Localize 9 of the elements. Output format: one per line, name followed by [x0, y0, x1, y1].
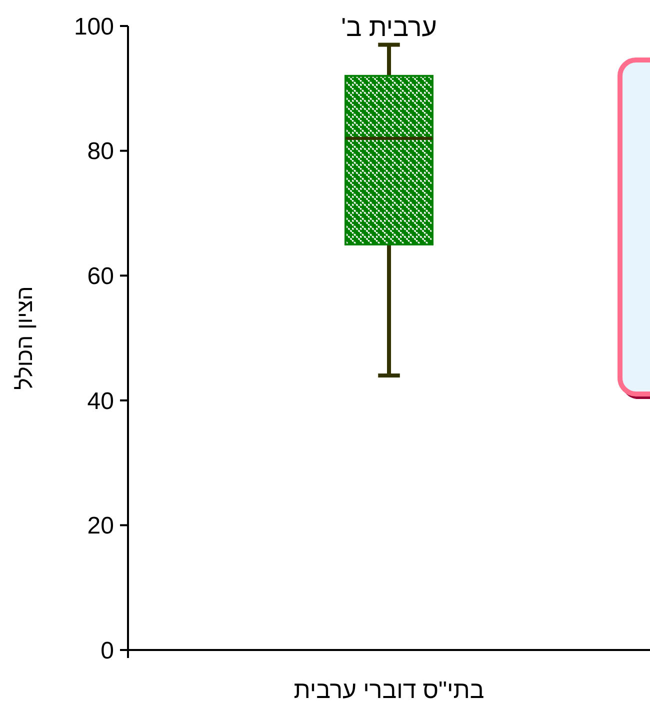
- y-tick-label: 40: [87, 388, 114, 415]
- y-tick-label: 80: [87, 138, 114, 166]
- y-tick-label: 100: [74, 13, 114, 40]
- y-tick-label: 60: [87, 263, 114, 290]
- y-tick-label: 20: [87, 512, 114, 540]
- x-tick-label: בתי"ס דוברי ערבית: [294, 677, 484, 704]
- y-tick-label: 0: [100, 637, 114, 664]
- y-axis-title: הציון הכולל: [12, 286, 37, 390]
- chart-title: ערבית ב': [341, 12, 437, 42]
